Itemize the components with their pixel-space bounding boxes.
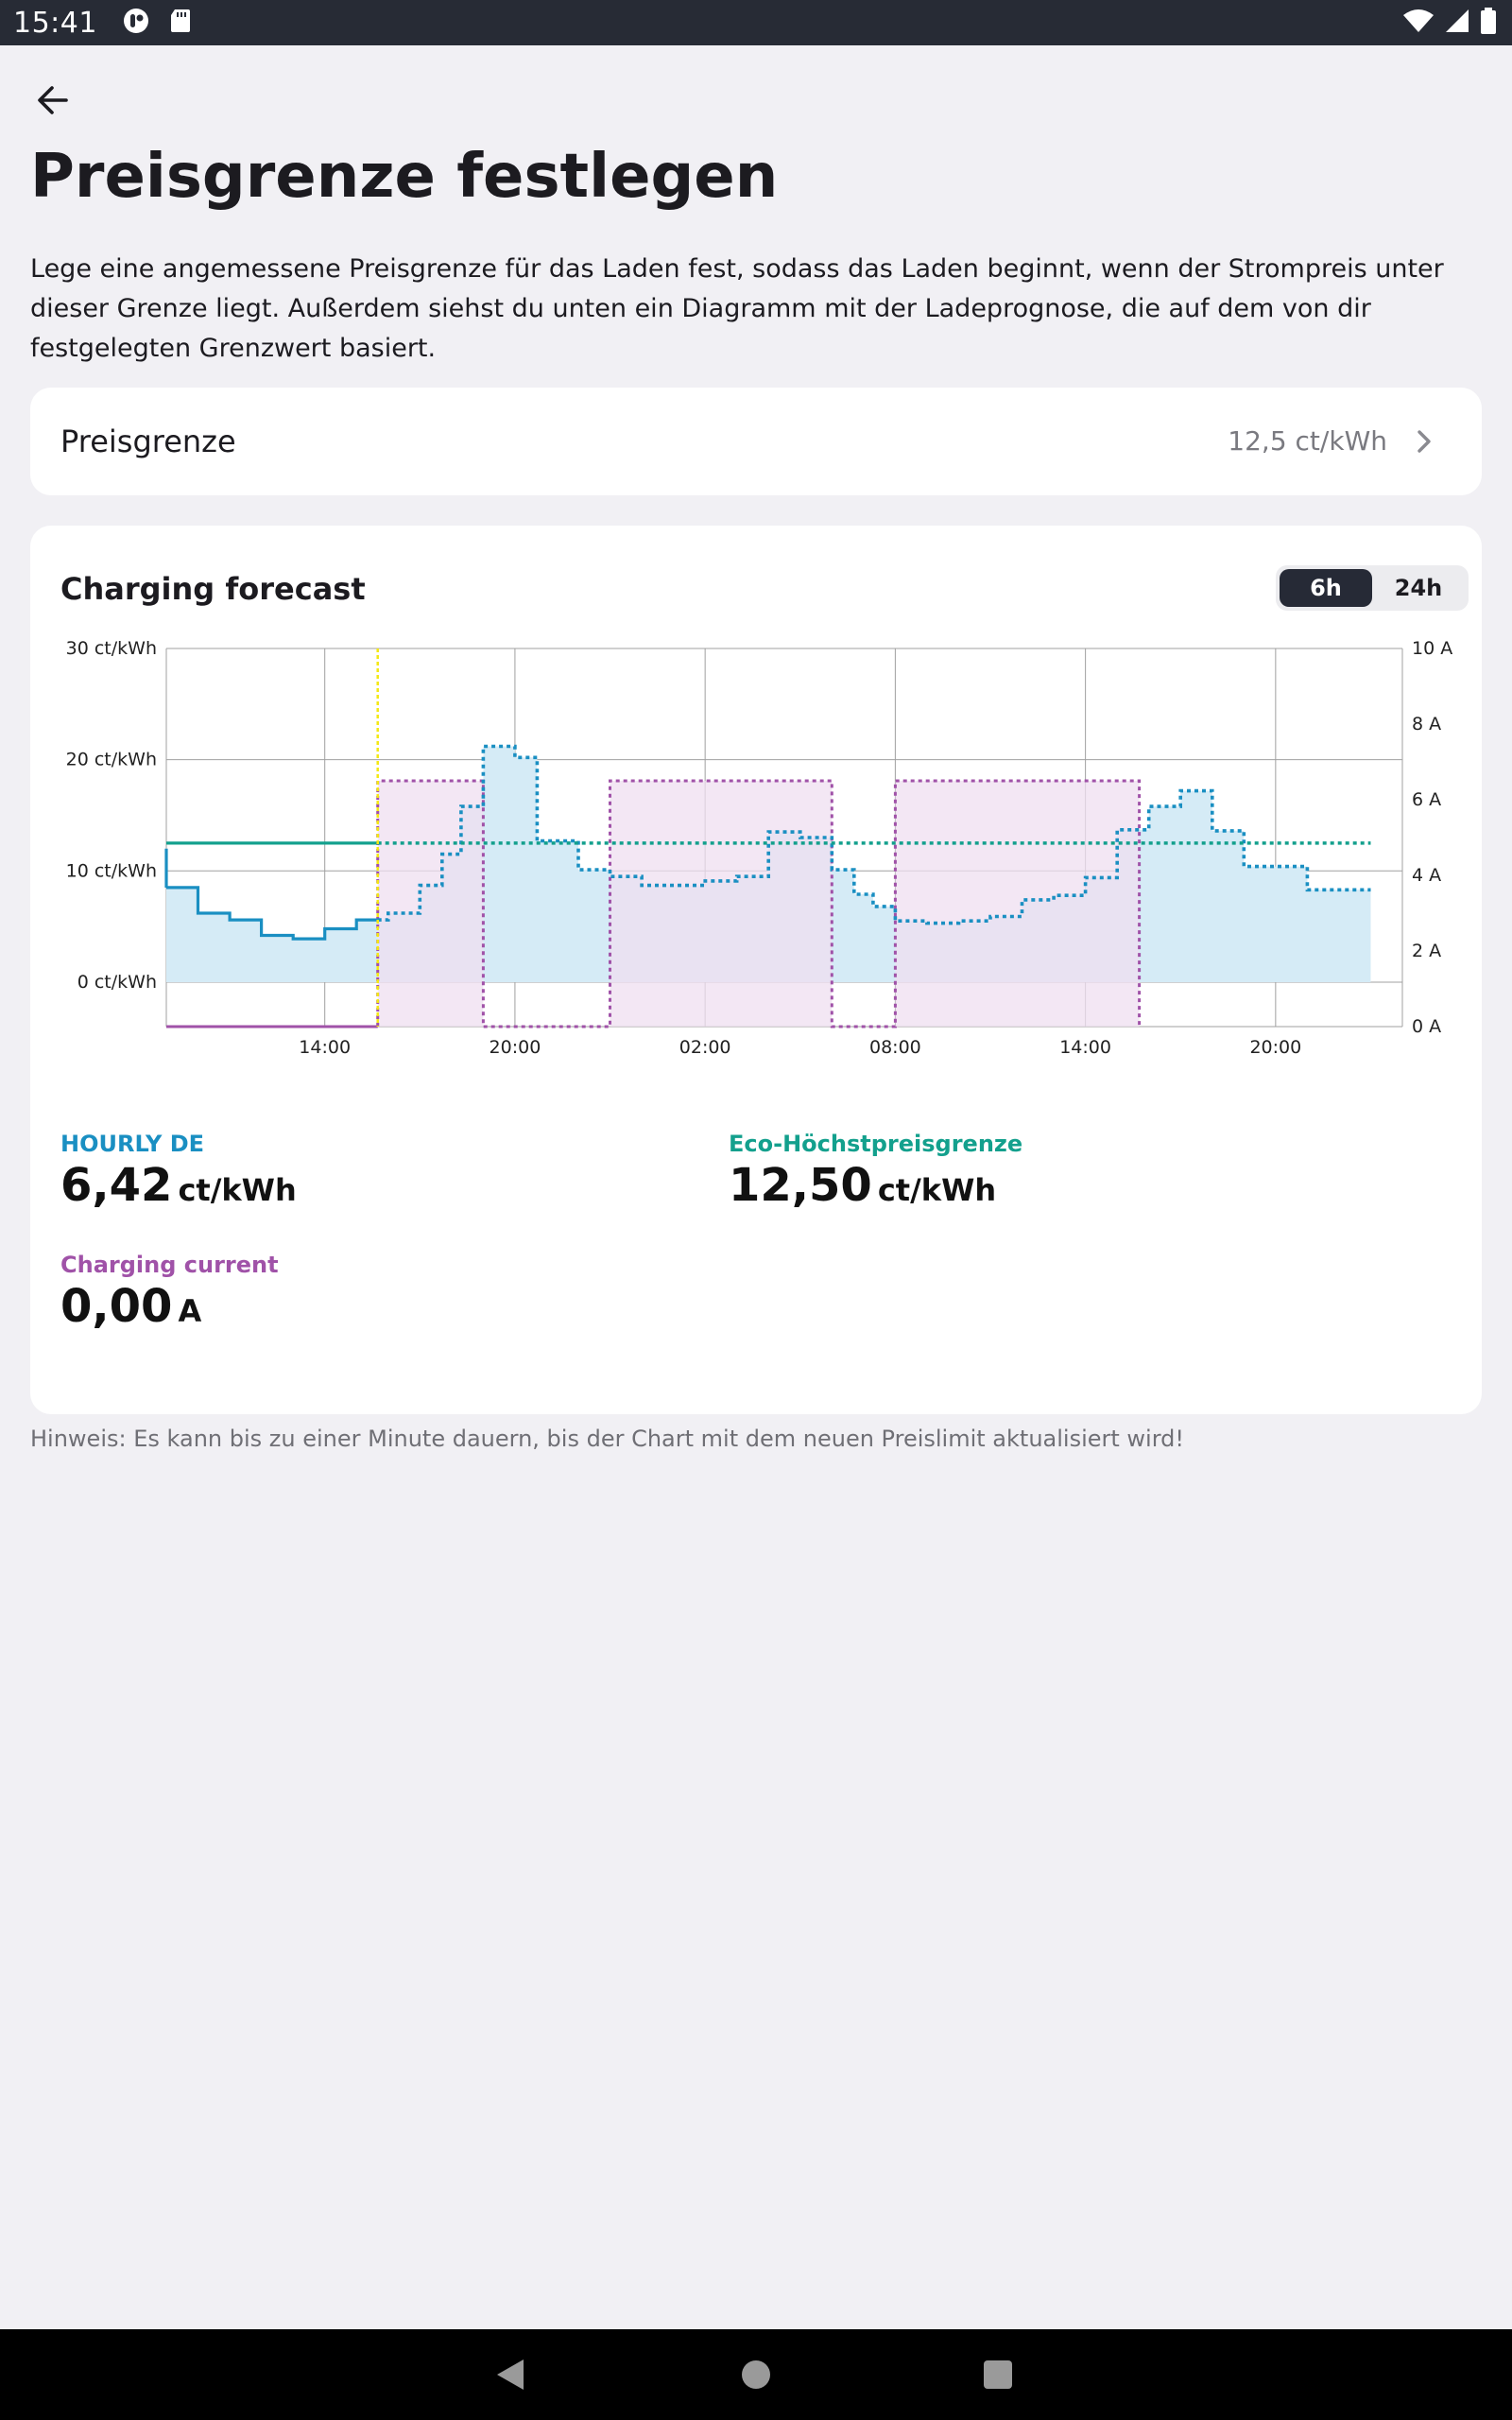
- forecast-title: Charging forecast: [60, 571, 366, 607]
- y-right-tick-label: 8 A: [1412, 714, 1441, 735]
- metric-current-unit: A: [178, 1293, 202, 1329]
- back-icon[interactable]: [490, 2352, 535, 2397]
- metric-charging-current: Charging current 0,00 A: [60, 1252, 279, 1333]
- sd-card-icon: [169, 8, 192, 38]
- cloud-notification-icon: [122, 7, 150, 39]
- y-right-tick-label: 4 A: [1412, 865, 1441, 886]
- arrow-left-icon: [38, 86, 68, 114]
- range-24h-button[interactable]: 24h: [1394, 575, 1443, 601]
- range-toggle: 6h 24h: [1276, 565, 1469, 611]
- y-right-tick-label: 10 A: [1412, 638, 1452, 659]
- x-tick-label: 08:00: [869, 1037, 921, 1058]
- status-bar: 15:41: [0, 0, 1512, 45]
- metric-hourly-value: 6,42: [60, 1159, 173, 1212]
- metric-hourly-unit: ct/kWh: [178, 1172, 297, 1208]
- status-time: 15:41: [13, 6, 97, 40]
- page-description: Lege eine angemessene Preisgrenze für da…: [30, 254, 1444, 363]
- x-tick-label: 14:00: [299, 1037, 351, 1058]
- system-nav-bar: [0, 2329, 1512, 2420]
- battery-icon: [1480, 7, 1497, 39]
- back-button[interactable]: [23, 70, 83, 130]
- y-right-tick-label: 0 A: [1412, 1016, 1441, 1037]
- price-limit-row[interactable]: Preisgrenze 12,5 ct/kWh: [30, 388, 1482, 495]
- charging-forecast-card: Charging forecast 6h 24h 30 ct/kWh 20 ct/…: [30, 526, 1482, 1414]
- y-right-tick-label: 2 A: [1412, 941, 1441, 961]
- x-tick-label: 20:00: [490, 1037, 541, 1058]
- price-line-forecast: [377, 744, 1371, 925]
- metric-current-label: Charging current: [60, 1252, 279, 1278]
- price-line-solid: [164, 848, 378, 941]
- y-left-tick-label: 0 ct/kWh: [77, 972, 157, 993]
- y-left-tick-label: 10 ct/kWh: [66, 860, 157, 881]
- wifi-icon: [1402, 8, 1435, 38]
- recents-icon[interactable]: [975, 2352, 1021, 2397]
- metric-hourly: HOURLY DE 6,42 ct/kWh: [60, 1131, 297, 1212]
- y-right-tick-label: 6 A: [1412, 789, 1441, 810]
- x-tick-label: 14:00: [1059, 1037, 1111, 1058]
- current-area: [166, 781, 1140, 1027]
- y-left-tick-label: 20 ct/kWh: [66, 750, 157, 770]
- metric-eco-limit: Eco-Höchstpreisgrenze 12,50 ct/kWh: [729, 1131, 1022, 1212]
- range-6h-button[interactable]: 6h: [1280, 569, 1372, 607]
- forecast-chart: 30 ct/kWh 20 ct/kWh 10 ct/kWh 0 ct/kWh 10 A 8…: [66, 638, 1453, 1058]
- metric-eco-limit-label: Eco-Höchstpreisgrenze: [729, 1131, 1023, 1157]
- price-limit-value: 12,5 ct/kWh: [1228, 425, 1387, 457]
- chevron-right-icon: [1418, 430, 1431, 453]
- signal-icon: [1444, 8, 1470, 38]
- home-icon[interactable]: [733, 2352, 779, 2397]
- metric-eco-limit-unit: ct/kWh: [877, 1172, 997, 1208]
- metric-eco-limit-value: 12,50: [729, 1159, 872, 1212]
- x-tick-label: 20:00: [1249, 1037, 1301, 1058]
- y-left-tick-label: 30 ct/kWh: [66, 638, 157, 659]
- metric-hourly-label: HOURLY DE: [60, 1131, 205, 1157]
- x-tick-label: 02:00: [679, 1037, 731, 1058]
- hint-note: Hinweis: Es kann bis zu einer Minute dau…: [30, 1426, 1185, 1452]
- price-limit-label: Preisgrenze: [60, 424, 236, 459]
- current-line-forecast: [376, 779, 1142, 1028]
- page-title: Preisgrenze festlegen: [30, 142, 779, 212]
- metric-current-value: 0,00: [60, 1280, 173, 1333]
